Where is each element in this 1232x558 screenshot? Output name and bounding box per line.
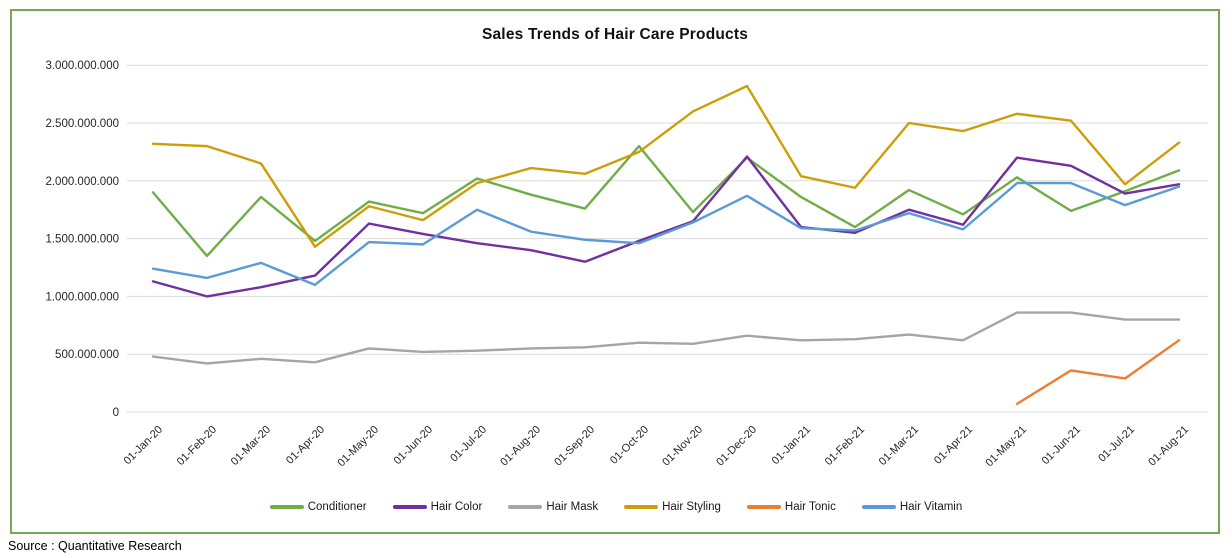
legend-line-marker — [392, 505, 427, 509]
legend-item-hair-styling: Hair Styling — [624, 501, 721, 513]
legend-line-marker — [746, 505, 781, 509]
legend-item-hair-tonic: Hair Tonic — [746, 501, 836, 513]
legend-line-marker — [861, 505, 896, 509]
legend-item-hair-mask: Hair Mask — [508, 501, 598, 513]
legend-item-hair-color: Hair Color — [392, 501, 483, 513]
legend-label: Hair Styling — [662, 501, 721, 513]
legend-label: Hair Color — [430, 501, 483, 513]
legend-label: Hair Mask — [546, 501, 599, 513]
legend-line-marker — [624, 505, 659, 509]
legend-label: Conditioner — [307, 501, 367, 513]
legend-line-marker — [508, 505, 543, 509]
chart-legend: Conditioner Hair Color Hair Mask Hair Styli… — [0, 501, 1232, 513]
legend-label: Hair Vitamin — [899, 501, 963, 513]
chart-title: Sales Trends of Hair Care Products — [481, 26, 749, 43]
chart-frame — [10, 9, 1220, 534]
legend-label: Hair Tonic — [784, 501, 836, 513]
source-text: Source : Quantitative Research — [8, 539, 182, 553]
legend-line-marker — [269, 505, 304, 509]
legend-item-conditioner: Conditioner — [269, 501, 367, 513]
legend-item-hair-vitamin: Hair Vitamin — [861, 501, 963, 513]
